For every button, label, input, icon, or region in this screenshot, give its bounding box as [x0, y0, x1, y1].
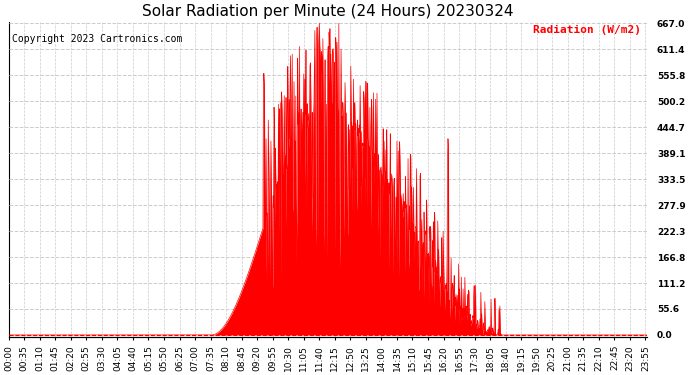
Text: Radiation (W/m2): Radiation (W/m2)	[533, 25, 641, 35]
Title: Solar Radiation per Minute (24 Hours) 20230324: Solar Radiation per Minute (24 Hours) 20…	[142, 4, 513, 19]
Text: Copyright 2023 Cartronics.com: Copyright 2023 Cartronics.com	[12, 34, 182, 44]
